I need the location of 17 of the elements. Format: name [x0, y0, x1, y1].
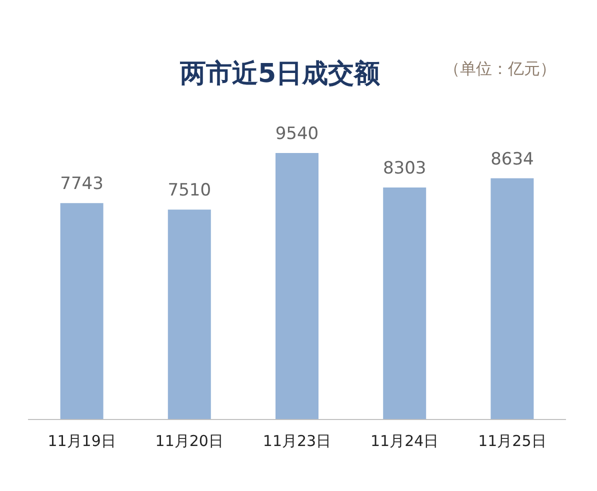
bar	[168, 210, 211, 419]
x-tick-label: 11月25日	[478, 432, 546, 450]
data-label: 9540	[275, 124, 319, 144]
x-tick-label: 11月23日	[262, 432, 332, 450]
bar	[383, 187, 426, 419]
x-tick-label: 11月20日	[155, 432, 224, 450]
bar	[276, 153, 318, 419]
chart-subtitle: （单位：亿元）	[444, 59, 556, 78]
x-tick-label: 11月24日	[370, 432, 439, 450]
x-tick-label: 11月19日	[48, 432, 116, 450]
data-label: 7743	[60, 174, 104, 194]
bar	[60, 203, 104, 419]
data-label: 8303	[382, 158, 426, 178]
data-label: 8634	[490, 149, 534, 170]
chart-title: 两市近5日成交额	[178, 59, 382, 89]
data-label: 7510	[168, 180, 212, 201]
bar	[490, 178, 534, 419]
